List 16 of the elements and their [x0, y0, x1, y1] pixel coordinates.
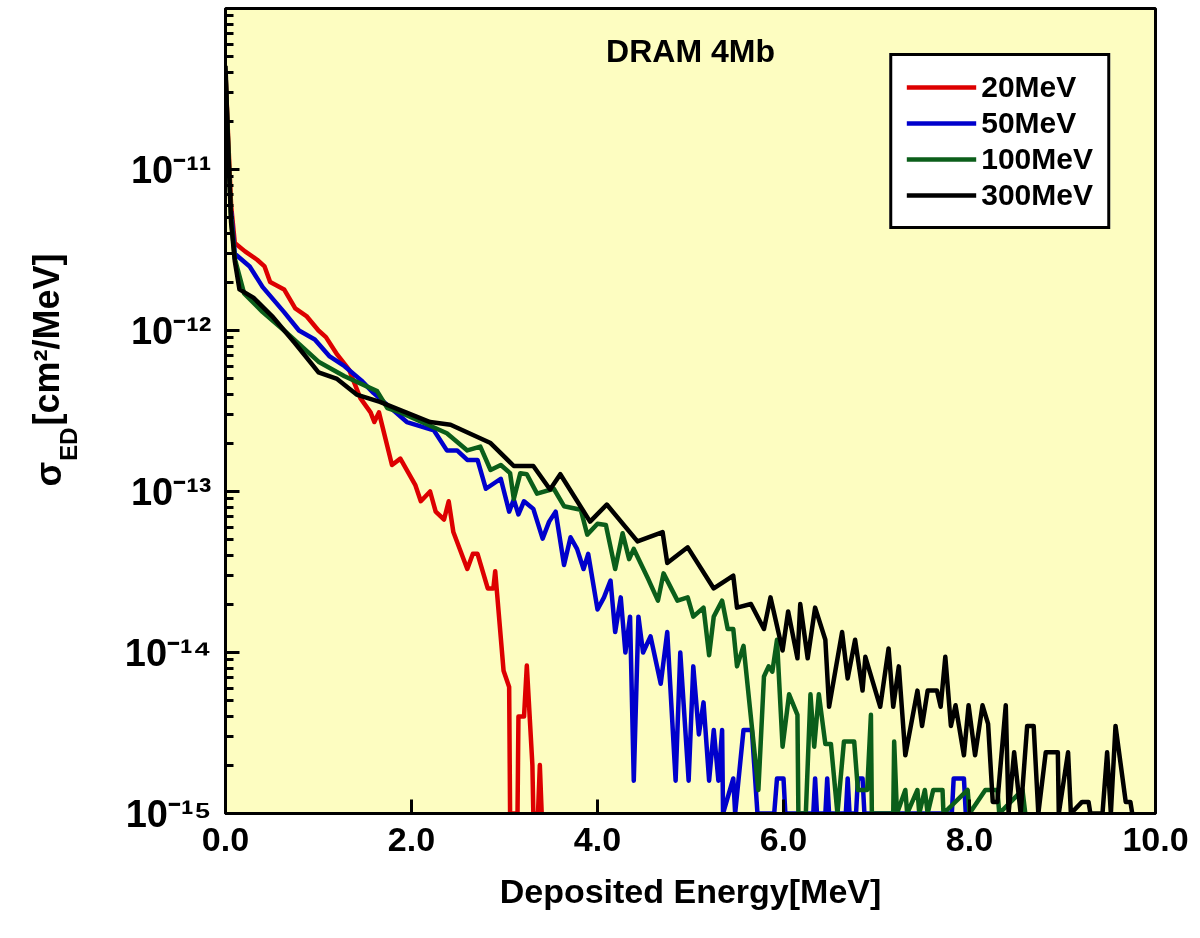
y-axis-title: σED[cm²/MeV] — [26, 253, 82, 487]
text: DRAM 4Mb — [606, 32, 775, 69]
x-tick-label: 8.0 — [945, 819, 994, 858]
legend-label: 50MeV — [981, 106, 1077, 140]
y-tick-label: 10⁻¹³ — [130, 470, 212, 513]
x-tick-label: 4.0 — [573, 819, 622, 858]
x-tick-label: 2.0 — [387, 819, 436, 858]
x-tick-label: 6.0 — [759, 819, 808, 858]
x-tick-label: 10.0 — [1122, 819, 1189, 858]
x-axis-title: Deposited Energy[MeV] — [499, 871, 882, 910]
y-tick-label: 10⁻¹¹ — [130, 148, 212, 191]
legend-label: 100MeV — [981, 142, 1093, 176]
legend-label: 300MeV — [981, 178, 1093, 212]
y-tick-label: 10⁻¹⁴ — [124, 631, 212, 674]
y-tick-label: 10⁻¹² — [130, 309, 212, 352]
legend-label: 20MeV — [981, 70, 1077, 104]
